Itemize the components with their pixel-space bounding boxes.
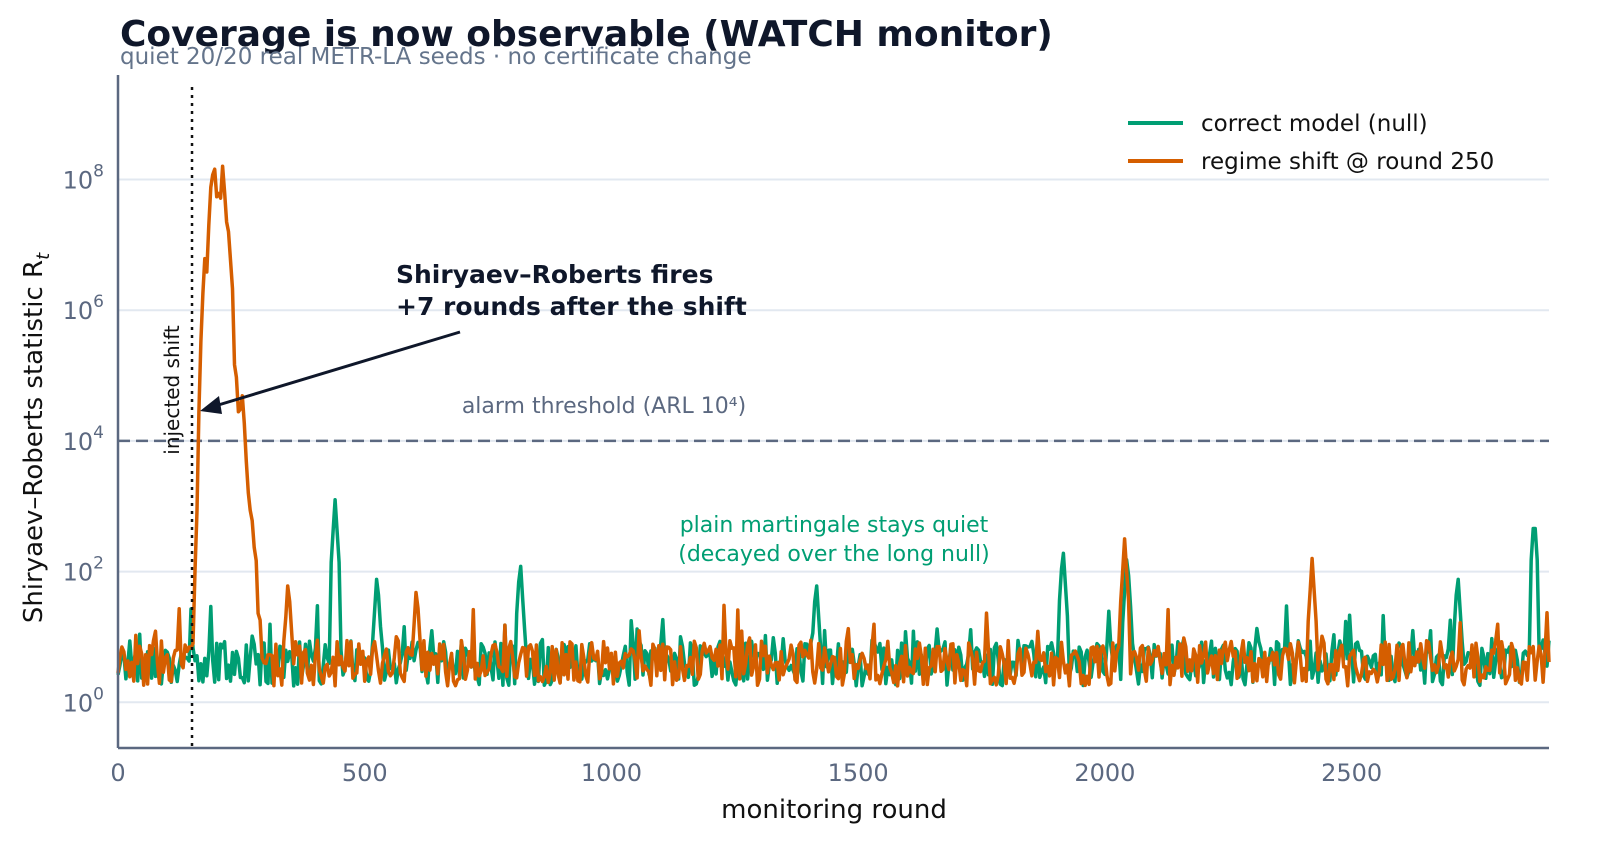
y-tick-label: 100 (63, 684, 104, 717)
arrow-shaft (214, 330, 461, 408)
alarm-threshold-label: alarm threshold (ARL 10⁴) (462, 394, 746, 419)
x-tick-label: 2500 (1321, 759, 1382, 787)
x-tick-label: 1500 (828, 759, 889, 787)
x-tick-label: 2000 (1074, 759, 1135, 787)
x-axis-label: monitoring round (721, 795, 947, 825)
series-lines (116, 164, 1551, 688)
legend-label-shift: regime shift @ round 250 (1201, 149, 1494, 175)
y-tick-label: 106 (63, 292, 104, 325)
legend-label-null: correct model (null) (1201, 111, 1428, 137)
annotation-fires-line2: +7 rounds after the shift (396, 292, 747, 321)
chart-title: Coverage is now observable (WATCH monito… (120, 14, 1053, 55)
tick-labels: 100 102 104 106 108 0 500 1000 1500 2000 2500 (63, 162, 1383, 787)
y-axis-label: Shiryaev–Roberts statistic Rt (19, 252, 54, 623)
legend: correct model (null) regime shift @ roun… (1128, 111, 1494, 175)
x-tick-label: 1000 (581, 759, 642, 787)
x-tick-label: 0 (110, 759, 125, 787)
arrow-head (200, 396, 222, 414)
x-tick-label: 500 (342, 759, 388, 787)
y-tick-label: 104 (63, 423, 104, 456)
chart-subtitle: quiet 20/20 real METR-LA seeds · no cert… (120, 44, 751, 70)
y-tick-label: 102 (63, 554, 104, 587)
y-tick-label: 108 (63, 162, 104, 195)
annotation-fires-line1: Shiryaev–Roberts fires (396, 260, 713, 289)
injected-shift-label: injected shift (160, 325, 184, 455)
axes (116, 75, 1549, 750)
annotation-quiet-line2: (decayed over the long null) (678, 542, 990, 567)
y-axis-label-subscript: t (33, 252, 54, 260)
annotation-quiet-line1: plain martingale stays quiet (680, 513, 989, 538)
y-axis-label-main: Shiryaev–Roberts statistic R (19, 260, 49, 623)
series-line (116, 164, 1551, 688)
annotation-arrow (200, 330, 461, 414)
